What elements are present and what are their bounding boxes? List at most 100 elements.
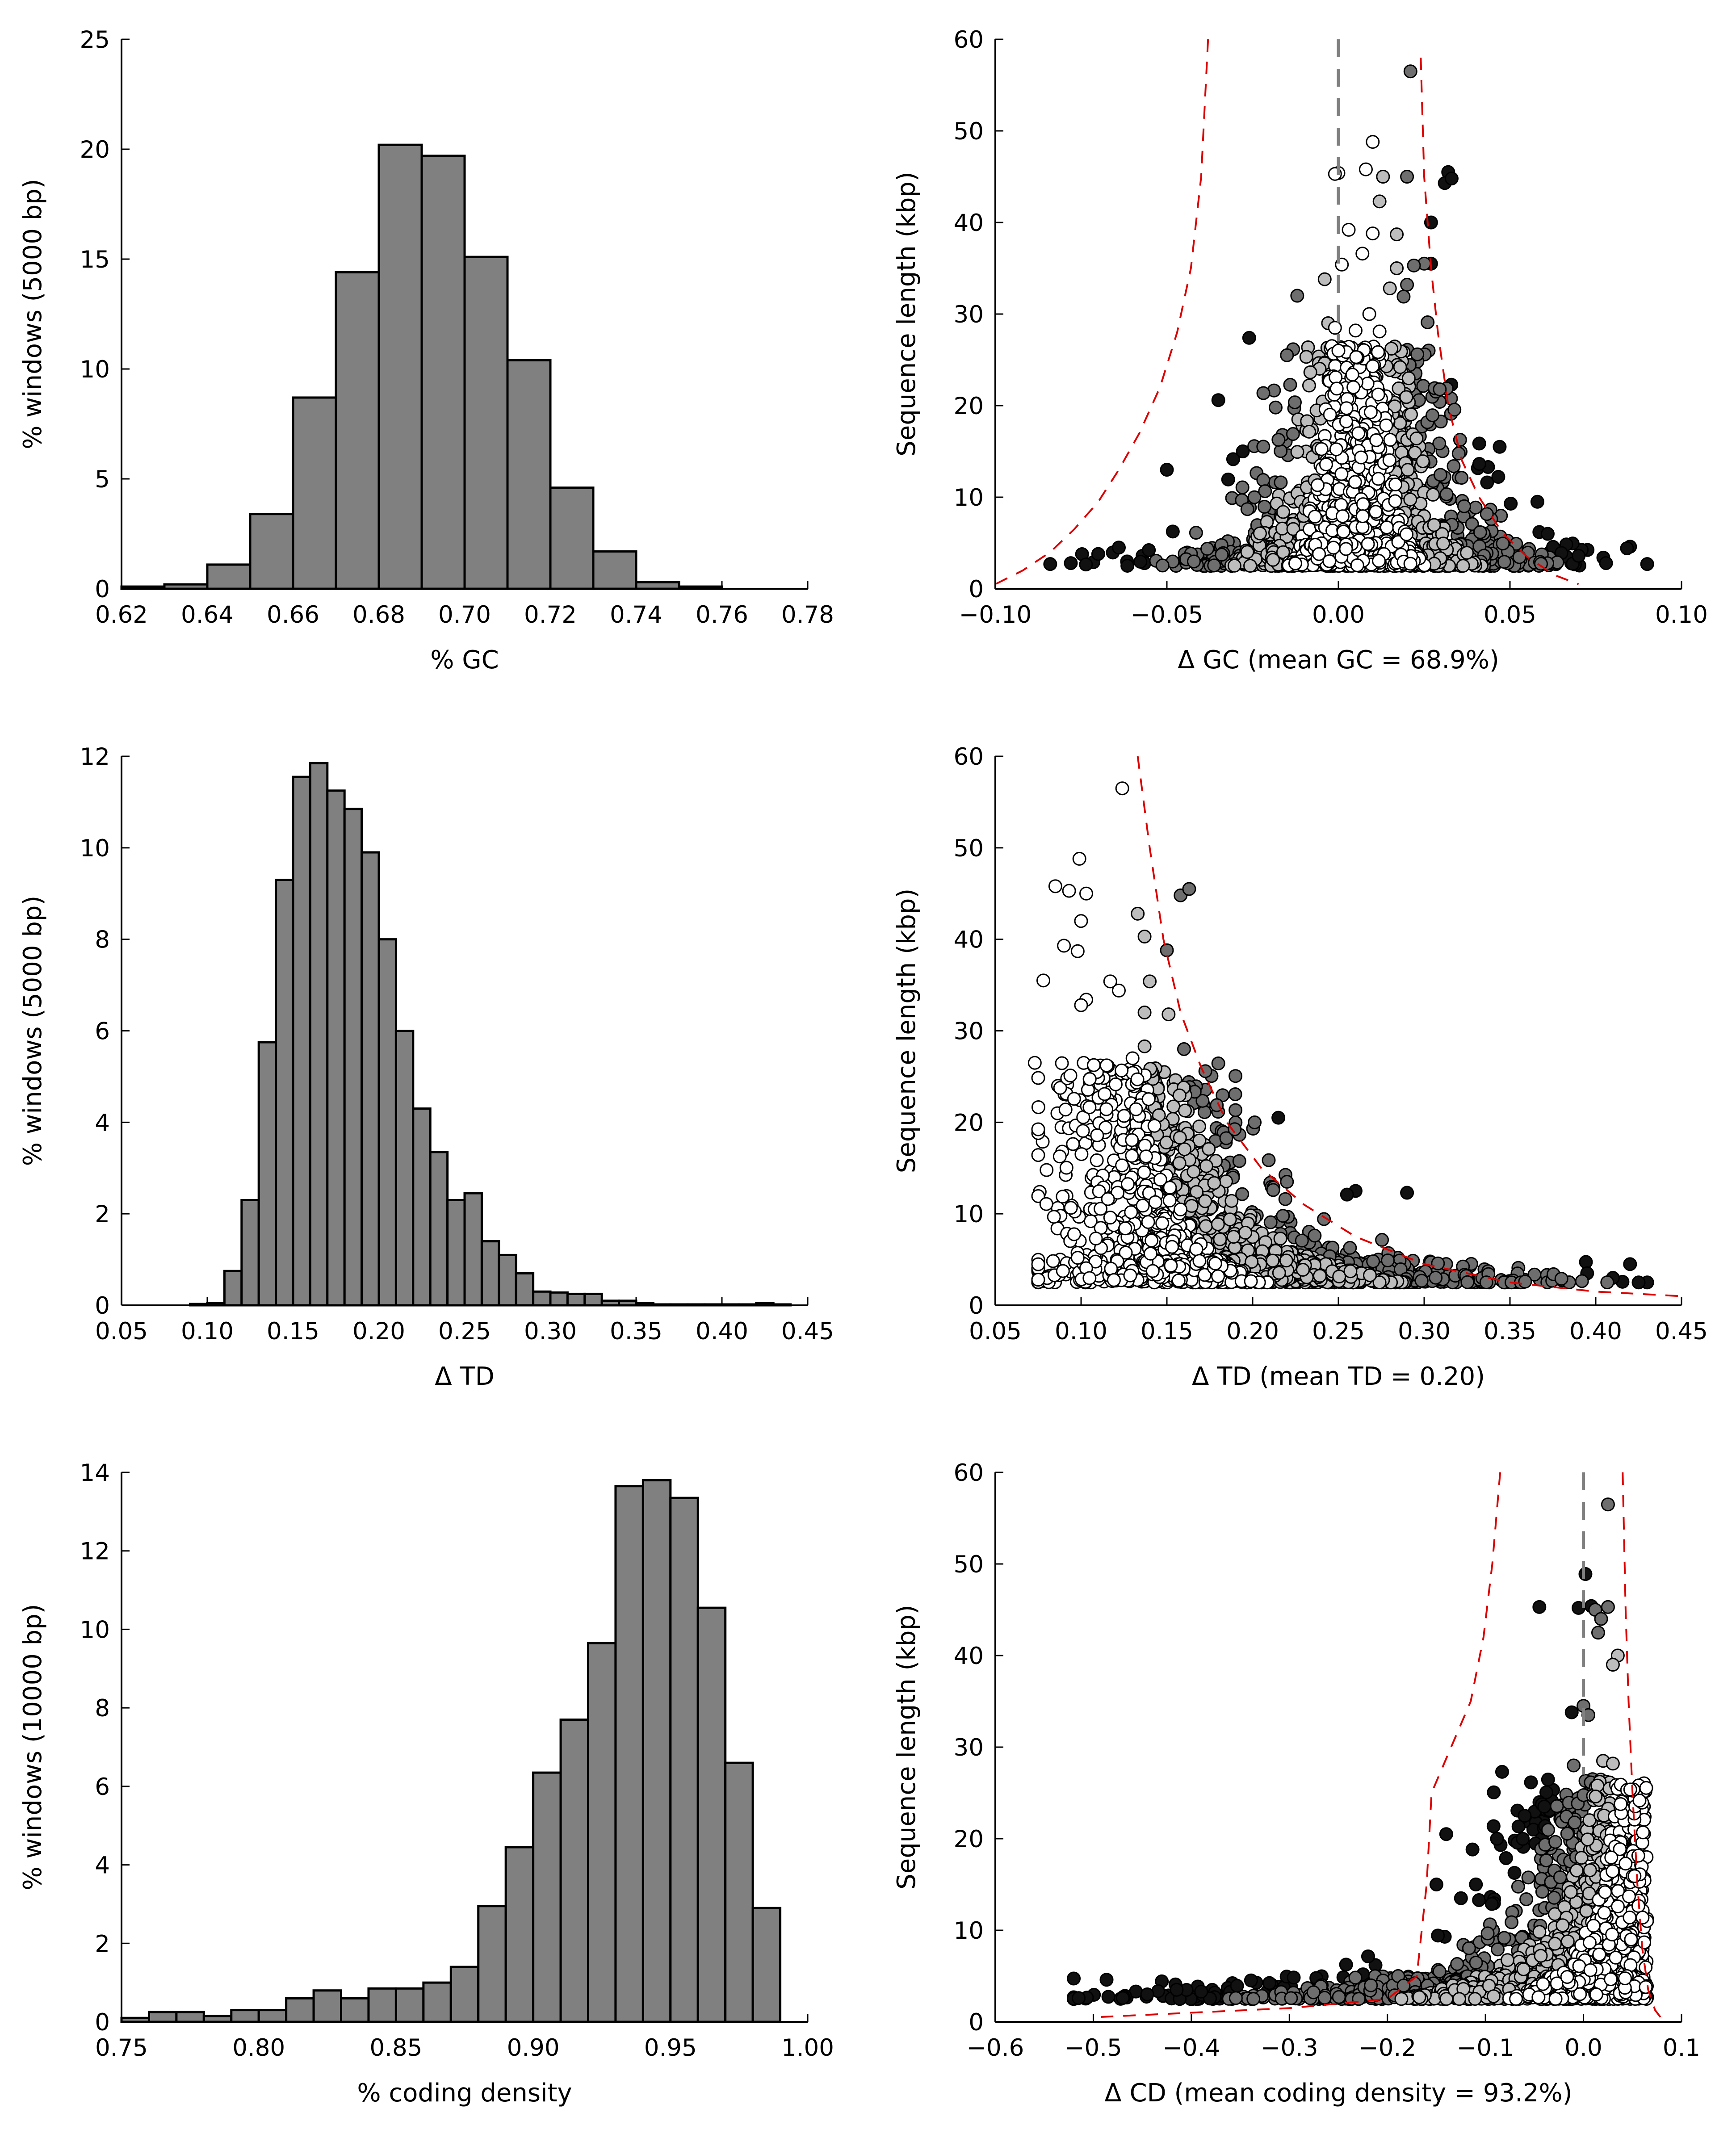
gc-histogram: 0.62 0.64 0.66 0.68 0.70 0.72 0.74 0.76 0.780510… bbox=[18, 26, 834, 675]
data-point bbox=[1130, 1072, 1145, 1086]
data-point bbox=[1207, 558, 1221, 573]
data-point bbox=[1351, 426, 1366, 440]
data-point bbox=[1062, 884, 1076, 898]
data-point bbox=[1229, 1991, 1243, 2005]
data-point bbox=[1369, 505, 1383, 519]
data-point bbox=[1631, 1275, 1646, 1290]
histogram-bar bbox=[335, 271, 380, 590]
data-point bbox=[1272, 1266, 1286, 1280]
histogram-bar bbox=[312, 1989, 343, 2023]
data-point bbox=[1550, 1799, 1564, 1813]
data-point bbox=[1031, 1273, 1045, 1287]
data-point bbox=[1539, 1853, 1553, 1868]
histogram-bar bbox=[377, 938, 397, 1307]
data-point bbox=[1372, 324, 1387, 339]
data-point bbox=[1541, 1823, 1555, 1837]
histogram-bar bbox=[592, 550, 637, 590]
data-point bbox=[1564, 1885, 1578, 1899]
data-point bbox=[1202, 1142, 1216, 1156]
histogram-bar bbox=[696, 1606, 727, 2023]
histogram-bar bbox=[343, 808, 363, 1307]
data-point bbox=[1043, 557, 1057, 571]
data-point bbox=[1447, 402, 1462, 417]
histogram-bar bbox=[515, 1272, 535, 1307]
x-tick-label: 0.76 bbox=[696, 601, 748, 629]
data-point bbox=[1369, 433, 1384, 447]
data-point bbox=[1403, 557, 1417, 571]
x-tick-label: −0.05 bbox=[1131, 601, 1203, 629]
data-point bbox=[1165, 1240, 1179, 1254]
data-point bbox=[1211, 1269, 1225, 1283]
data-point bbox=[1227, 558, 1241, 573]
data-point bbox=[1256, 386, 1271, 400]
y-axis-label: % windows (5000 bp) bbox=[18, 896, 47, 1166]
data-point bbox=[1056, 1264, 1070, 1278]
data-point bbox=[1450, 1957, 1464, 1971]
data-point bbox=[1271, 1111, 1286, 1125]
histogram-bar bbox=[504, 1846, 535, 2023]
data-point bbox=[1284, 1991, 1298, 2005]
histogram-bar bbox=[309, 762, 329, 1307]
data-point bbox=[1308, 1228, 1322, 1243]
histogram-bar bbox=[532, 1771, 562, 2023]
histogram-bar bbox=[394, 1987, 425, 2023]
data-point bbox=[1287, 395, 1302, 410]
y-tick-label: 0 bbox=[95, 576, 110, 603]
data-point bbox=[1534, 1949, 1548, 1963]
data-point bbox=[1473, 525, 1487, 539]
data-point bbox=[1472, 436, 1486, 451]
data-point bbox=[1064, 556, 1078, 570]
data-point bbox=[1125, 1133, 1139, 1147]
data-point bbox=[1326, 541, 1341, 555]
data-point bbox=[1236, 444, 1250, 458]
x-tick-label: 1.00 bbox=[781, 2034, 834, 2062]
data-point bbox=[1189, 526, 1203, 540]
data-point bbox=[1433, 382, 1447, 396]
data-point bbox=[1484, 1897, 1499, 1911]
data-point bbox=[1244, 1274, 1258, 1288]
data-point bbox=[1379, 418, 1393, 432]
data-point bbox=[1247, 490, 1262, 504]
data-point bbox=[1066, 1137, 1080, 1151]
data-point bbox=[1564, 1705, 1579, 1719]
data-point bbox=[1371, 387, 1385, 402]
data-point bbox=[1139, 1149, 1153, 1164]
data-point bbox=[1192, 1119, 1207, 1134]
data-point bbox=[1456, 559, 1470, 573]
data-point bbox=[1312, 1269, 1327, 1283]
data-point bbox=[1384, 342, 1399, 356]
y-axis-label: % windows (10000 bp) bbox=[18, 1604, 47, 1890]
data-point bbox=[1339, 542, 1353, 556]
histogram-bar bbox=[583, 1292, 603, 1307]
y-tick-label: 2 bbox=[95, 1201, 110, 1228]
data-point bbox=[1568, 1815, 1582, 1830]
td-scatter: 0.05 0.10 0.15 0.20 0.25 0.30 0.35 0.40 0.450102… bbox=[892, 743, 1708, 1391]
data-point bbox=[1390, 227, 1404, 242]
data-point bbox=[1046, 1254, 1060, 1268]
data-point bbox=[1356, 497, 1370, 511]
data-point bbox=[1287, 1970, 1301, 1985]
data-point bbox=[1382, 453, 1396, 467]
data-point bbox=[1560, 1827, 1574, 1841]
data-point bbox=[1072, 1991, 1086, 2005]
data-point bbox=[1606, 1658, 1620, 1672]
data-point bbox=[1372, 553, 1386, 568]
data-point bbox=[1519, 1892, 1534, 1907]
data-point bbox=[1271, 433, 1286, 447]
data-point bbox=[1091, 547, 1105, 561]
data-point bbox=[1221, 472, 1235, 486]
data-point bbox=[1274, 444, 1288, 458]
data-point bbox=[1067, 1971, 1081, 1986]
data-point bbox=[1401, 371, 1416, 386]
data-point bbox=[1507, 1866, 1522, 1880]
data-point bbox=[1581, 1832, 1595, 1847]
histogram-bar bbox=[257, 2009, 288, 2023]
data-point bbox=[1606, 1757, 1620, 1771]
histogram-bar bbox=[285, 1997, 315, 2023]
data-point bbox=[1486, 1989, 1501, 2004]
data-point bbox=[1182, 882, 1196, 896]
data-point bbox=[1215, 548, 1229, 562]
data-point bbox=[1408, 445, 1422, 460]
x-tick-label: −0.10 bbox=[959, 601, 1032, 629]
x-tick-label: 0.15 bbox=[267, 1318, 319, 1345]
